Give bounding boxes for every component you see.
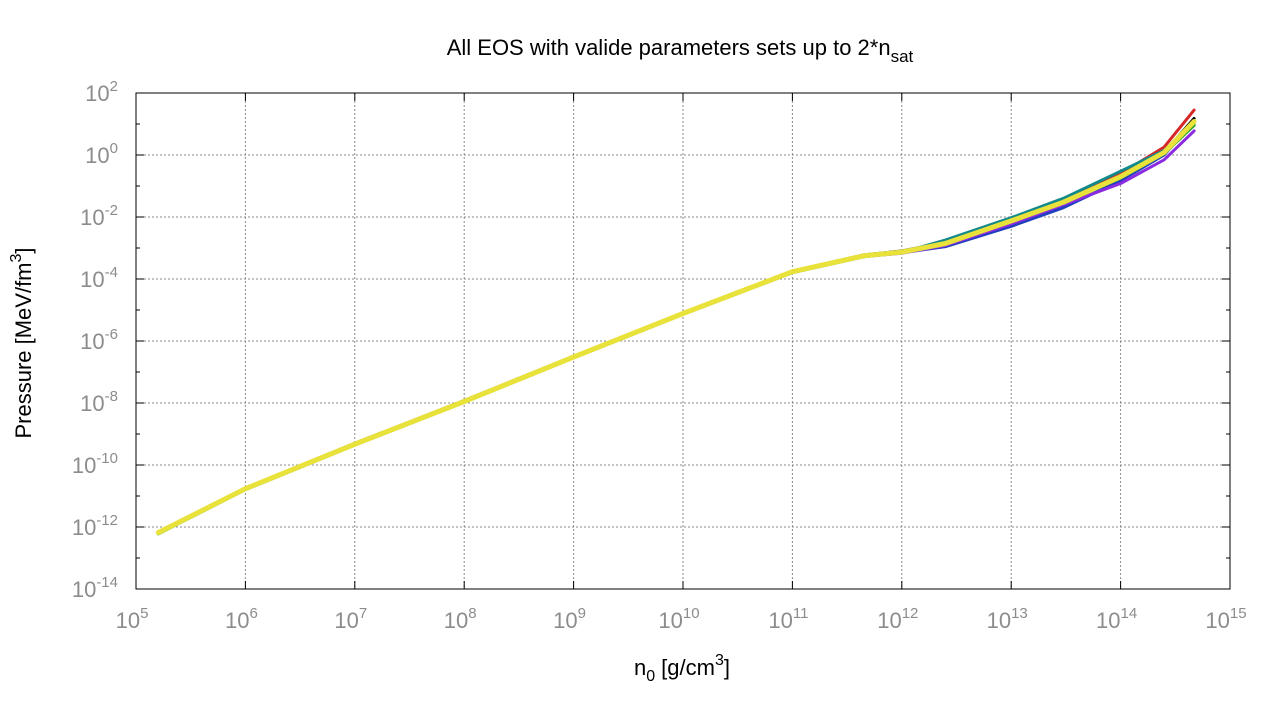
y-tick-label: 10-8 [80, 388, 118, 416]
y-tick-label: 102 [85, 78, 118, 106]
y-tick-label: 10-2 [80, 202, 118, 230]
x-tick-label: 109 [553, 605, 586, 633]
x-tick-label: 1014 [1096, 605, 1137, 633]
series-line [156, 117, 1196, 534]
series-line [156, 122, 1196, 535]
plot-frame [135, 92, 1231, 590]
series-line [156, 123, 1196, 536]
x-tick-label: 108 [444, 605, 477, 633]
x-tick-labels: 105 106 107 108 109 1010 1011 1012 1013 1014 1015 [116, 605, 1247, 633]
y-tick-label: 10-10 [72, 450, 118, 478]
x-tick-label: 1012 [877, 605, 918, 633]
x-tick-label: 105 [116, 605, 149, 633]
series-line [156, 108, 1196, 534]
x-axis-label: n0 [g/cm3] [634, 652, 730, 685]
y-tick-label: 100 [85, 140, 118, 168]
x-axis-label-subscript: 0 [646, 668, 655, 685]
x-axis-label-superscript: 3 [715, 652, 724, 669]
y-tick-label: 10-14 [72, 574, 118, 602]
y-axis-label-superscript: 3 [8, 253, 25, 262]
y-tick-labels: 10-14 10-12 10-10 10-8 10-6 10-4 10-2 100 102 [72, 78, 118, 602]
series-group [155, 108, 1197, 536]
x-tick-label: 1013 [987, 605, 1028, 633]
y-tick-label: 10-4 [80, 264, 118, 292]
grid [136, 93, 1230, 589]
series-line [156, 120, 1196, 535]
series-line [155, 119, 1197, 536]
chart-title-subscript: sat [891, 47, 914, 66]
x-tick-label: 1010 [658, 605, 699, 633]
series-line [156, 129, 1196, 535]
x-tick-label: 1011 [768, 605, 808, 633]
x-tick-label: 106 [225, 605, 258, 633]
y-tick-label: 10-12 [72, 512, 118, 540]
y-axis-label: Pressure [MeV/fm3] [8, 247, 36, 438]
x-tick-label: 107 [334, 605, 367, 633]
x-tick-label: 1015 [1205, 605, 1246, 633]
chart-title: All EOS with valide parameters sets up t… [447, 35, 914, 66]
y-tick-label: 10-6 [80, 326, 118, 354]
